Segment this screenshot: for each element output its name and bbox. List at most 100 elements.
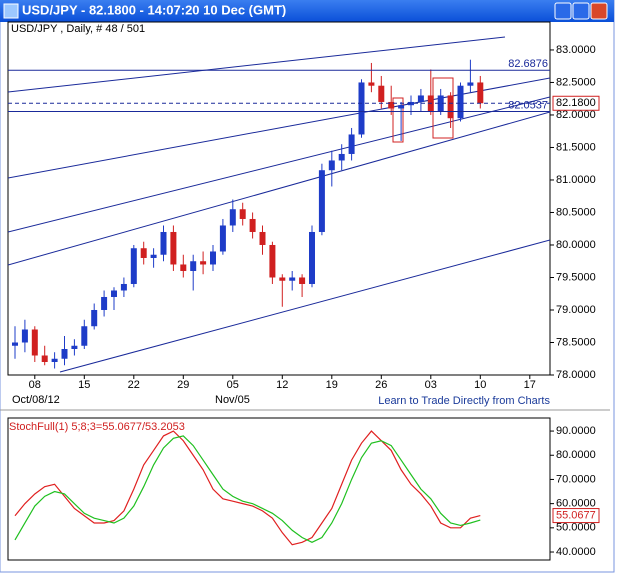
candle-body	[398, 105, 405, 109]
candle-body	[447, 95, 454, 119]
trend-line	[8, 96, 550, 233]
candle-body	[81, 326, 88, 346]
candle-body	[219, 225, 226, 252]
y-tick-label: 50.0000	[556, 522, 596, 534]
candle-body	[190, 261, 197, 271]
x-tick-label: 26	[375, 379, 387, 391]
y-tick-label: 80.5000	[556, 206, 596, 218]
candle-body	[417, 95, 424, 102]
candle-body	[368, 82, 375, 86]
candle-body	[41, 355, 48, 362]
candle-body	[348, 134, 355, 154]
x-tick-label: 10	[474, 379, 486, 391]
candle-body	[378, 85, 385, 102]
x-tick-label: 17	[524, 379, 536, 391]
x-tick-label: 29	[177, 379, 189, 391]
y-tick-label: 82.0000	[556, 109, 596, 121]
y-tick-label: 79.5000	[556, 271, 596, 283]
candle-body	[229, 209, 236, 226]
candle-body	[51, 358, 58, 362]
minimize-button[interactable]	[554, 2, 572, 20]
candle-body	[200, 261, 207, 265]
y-tick-label: 83.0000	[556, 44, 596, 56]
level-label: 82.6876	[508, 58, 548, 70]
x-tick-label: 19	[326, 379, 338, 391]
x-tick-label: 12	[276, 379, 288, 391]
main-panel	[7, 21, 551, 376]
channel-lines	[8, 36, 550, 373]
candle-body	[437, 95, 444, 112]
trend-line	[8, 111, 550, 266]
y-tick-label: 78.0000	[556, 369, 596, 381]
candle-body	[239, 209, 246, 219]
candle-body	[289, 277, 296, 281]
candle-body	[160, 231, 167, 255]
last-price-label: 82.1800	[556, 97, 596, 109]
y-tick-label: 79.0000	[556, 304, 596, 316]
x-tick-label: 08	[29, 379, 41, 391]
candle-body	[477, 82, 484, 104]
value-box-label: 55.0677	[556, 509, 596, 521]
x-tick-label: 03	[425, 379, 437, 391]
candle-body	[358, 82, 365, 135]
y-tick-label: 81.0000	[556, 174, 596, 186]
candle-body	[150, 254, 157, 258]
candle-body	[120, 283, 127, 291]
stoch-lines	[14, 430, 481, 546]
y-tick-label: 78.5000	[556, 336, 596, 348]
candle-body	[210, 251, 216, 265]
trend-line	[59, 239, 550, 373]
date-label: Nov/05	[215, 394, 250, 406]
candle-body	[111, 290, 117, 297]
y-tick-label: 80.0000	[556, 239, 596, 251]
candle-body	[309, 231, 315, 284]
x-tick-label: 05	[227, 379, 239, 391]
candle-body	[130, 248, 137, 284]
candle-body	[12, 342, 18, 346]
candle-body	[180, 264, 187, 271]
indicator-title: StochFull(1) 5;8;3=55.0677/53.2053	[9, 421, 185, 433]
window-title: USD/JPY - 82.1800 - 14:07:20 10 Dec (GMT…	[22, 2, 286, 17]
candle-body	[259, 231, 266, 245]
app-icon	[3, 3, 19, 19]
y-tick-label: 82.5000	[556, 76, 596, 88]
level-label: 82.0537	[508, 99, 548, 111]
candle-body	[457, 85, 464, 119]
close-button[interactable]	[590, 2, 608, 20]
stoch-line	[14, 435, 481, 544]
chart-header: USD/JPY , Daily, # 48 / 501	[11, 23, 145, 35]
stoch-panel	[7, 417, 551, 561]
x-tick-label: 15	[78, 379, 90, 391]
last-price-box	[552, 95, 600, 111]
window-buttons[interactable]	[554, 2, 608, 20]
candle-body	[71, 345, 78, 349]
y-tick-label: 70.0000	[556, 473, 596, 485]
y-tick-label: 90.0000	[556, 425, 596, 437]
candle-body	[388, 101, 395, 109]
value-box	[552, 508, 600, 524]
candle-body	[61, 348, 68, 359]
candle-body	[170, 231, 177, 265]
date-label: Oct/08/12	[12, 394, 60, 406]
y-tick-label: 40.0000	[556, 546, 596, 558]
candle-body	[338, 153, 345, 161]
trend-line	[8, 36, 506, 93]
maximize-button[interactable]	[572, 2, 590, 20]
promo-link[interactable]: Learn to Trade Directly from Charts	[378, 395, 550, 407]
stoch-line	[14, 430, 481, 546]
candle-body	[101, 296, 108, 310]
candle-body	[269, 244, 276, 278]
y-tick-label: 80.0000	[556, 449, 596, 461]
highlight-box	[392, 97, 404, 143]
candle-body	[91, 309, 98, 327]
y-tick-label: 81.5000	[556, 141, 596, 153]
candle-body	[467, 82, 474, 86]
candle-body	[31, 329, 38, 356]
title-bar	[0, 0, 614, 22]
candle-body	[328, 160, 335, 171]
candle-body	[279, 277, 286, 281]
y-tick-label: 60.0000	[556, 498, 596, 510]
candle-body	[249, 218, 256, 232]
